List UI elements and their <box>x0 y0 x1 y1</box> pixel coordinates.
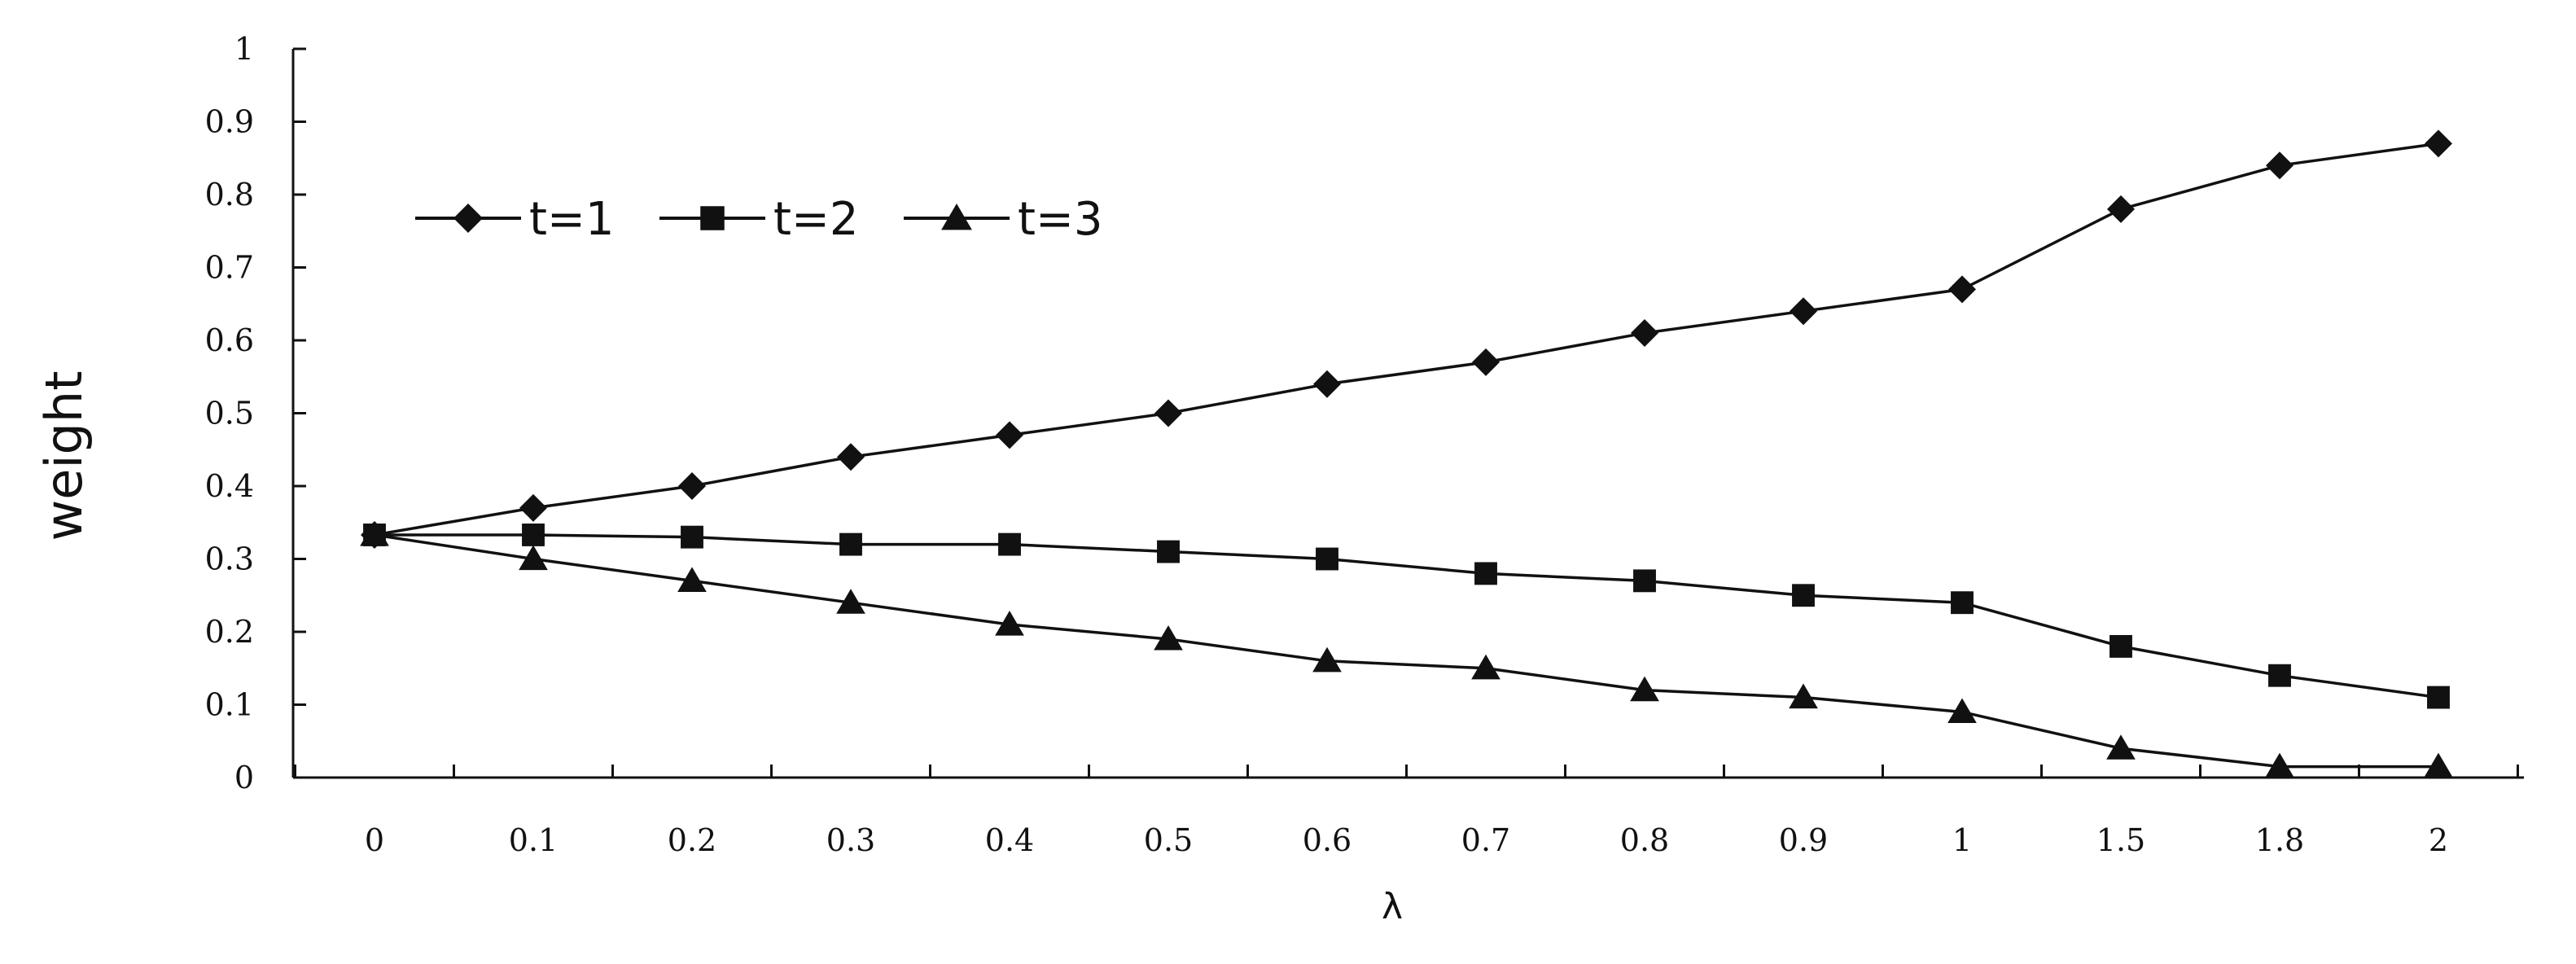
y-tick-label: 0.1 <box>205 687 254 723</box>
series-line <box>375 533 2439 699</box>
x-tick-label: 2 <box>2429 822 2448 858</box>
diamond-marker <box>1631 319 1658 348</box>
triangle-marker <box>2265 752 2294 778</box>
legend-label: t=3 <box>1018 193 1103 246</box>
y-tick-label: 0.7 <box>205 250 254 286</box>
triangle-marker <box>1789 683 1818 709</box>
triangle-marker <box>360 520 389 546</box>
square-marker <box>700 206 725 230</box>
square-marker <box>1633 569 1656 593</box>
x-tick-label: 0 <box>365 822 384 858</box>
x-tick-label: 0.1 <box>509 822 558 858</box>
square-marker <box>1316 547 1338 571</box>
square-marker <box>2109 634 2132 658</box>
x-tick-label: 0.3 <box>826 822 875 858</box>
triangle-marker <box>1471 654 1500 680</box>
triangle-marker <box>2106 734 2136 760</box>
triangle-marker <box>836 589 865 614</box>
series-t=1 <box>361 129 2452 549</box>
diamond-marker <box>837 443 865 471</box>
series-line <box>374 142 2439 537</box>
series-line <box>374 533 2438 769</box>
y-tick-label: 0.6 <box>205 322 254 358</box>
legend-entry: t=1 <box>415 193 615 246</box>
triangle-marker <box>995 611 1024 636</box>
series-t=3 <box>360 520 2453 778</box>
y-tick-label: 0.8 <box>205 177 254 213</box>
square-marker <box>681 525 703 549</box>
diamond-marker <box>453 204 483 233</box>
diamond-marker <box>1472 348 1500 376</box>
y-tick-label: 1 <box>234 31 254 67</box>
x-tick-label: 1.8 <box>2255 822 2304 858</box>
x-tick-label: 0.5 <box>1144 822 1193 858</box>
y-tick-label: 0.9 <box>205 104 254 140</box>
legend-entry: t=3 <box>904 193 1103 246</box>
x-tick-label: 0.2 <box>668 822 716 858</box>
diamond-marker <box>2425 129 2452 158</box>
x-tick-label: 0.4 <box>985 822 1034 858</box>
y-tick-label: 0.5 <box>205 396 254 432</box>
x-tick-label: 1 <box>1952 822 1972 858</box>
diamond-marker <box>2107 195 2135 223</box>
axes: 0 0.1 0.2 0.3 0.4 0.5 0.6 0.7 0.8 0.9 1 0 0.1 0.2 0.3 0… <box>205 31 2524 858</box>
square-marker <box>1951 591 1974 615</box>
y-tick-label: 0.3 <box>205 541 254 577</box>
square-marker <box>1474 562 1497 585</box>
square-marker <box>839 532 862 556</box>
x-tick-label: 0.8 <box>1620 822 1669 858</box>
triangle-marker <box>677 567 707 592</box>
diamond-marker <box>1948 275 1976 304</box>
square-marker <box>2268 664 2291 687</box>
diamond-marker <box>1790 297 1817 326</box>
square-marker <box>998 532 1021 556</box>
square-marker <box>522 524 545 546</box>
x-tick-label: 0.7 <box>1461 822 1510 858</box>
y-axis-title: weight <box>34 370 94 541</box>
legend-entry: t=2 <box>659 193 859 246</box>
square-marker <box>1157 540 1180 563</box>
legend-label: t=2 <box>773 193 859 246</box>
triangle-marker <box>2424 752 2453 778</box>
square-marker <box>1792 584 1815 607</box>
legend: t=1 t=2 t=3 <box>415 193 1103 246</box>
diamond-marker <box>2266 151 2293 180</box>
diamond-marker <box>678 472 706 500</box>
y-tick-label: 0 <box>234 760 254 795</box>
triangle-marker <box>519 545 548 571</box>
y-tick-label: 0.2 <box>205 614 254 650</box>
triangle-marker <box>1630 676 1659 702</box>
triangle-marker <box>1154 624 1183 651</box>
x-axis-title: λ <box>1382 886 1403 927</box>
triangle-marker <box>1312 646 1342 673</box>
series-layer <box>360 129 2453 778</box>
series-t=2 <box>363 524 2450 709</box>
diamond-marker <box>996 421 1023 449</box>
diamond-marker <box>519 493 547 522</box>
x-tick-label: 1.5 <box>2096 822 2145 858</box>
diamond-marker <box>1154 399 1182 427</box>
x-tick-label: 0.6 <box>1303 822 1352 858</box>
y-tick-label: 0.4 <box>205 468 254 504</box>
triangle-marker <box>941 204 972 230</box>
diamond-marker <box>1313 370 1341 398</box>
x-tick-label: 0.9 <box>1779 822 1828 858</box>
triangle-marker <box>1947 698 1977 724</box>
legend-label: t=1 <box>529 193 615 246</box>
square-marker <box>2427 686 2450 709</box>
